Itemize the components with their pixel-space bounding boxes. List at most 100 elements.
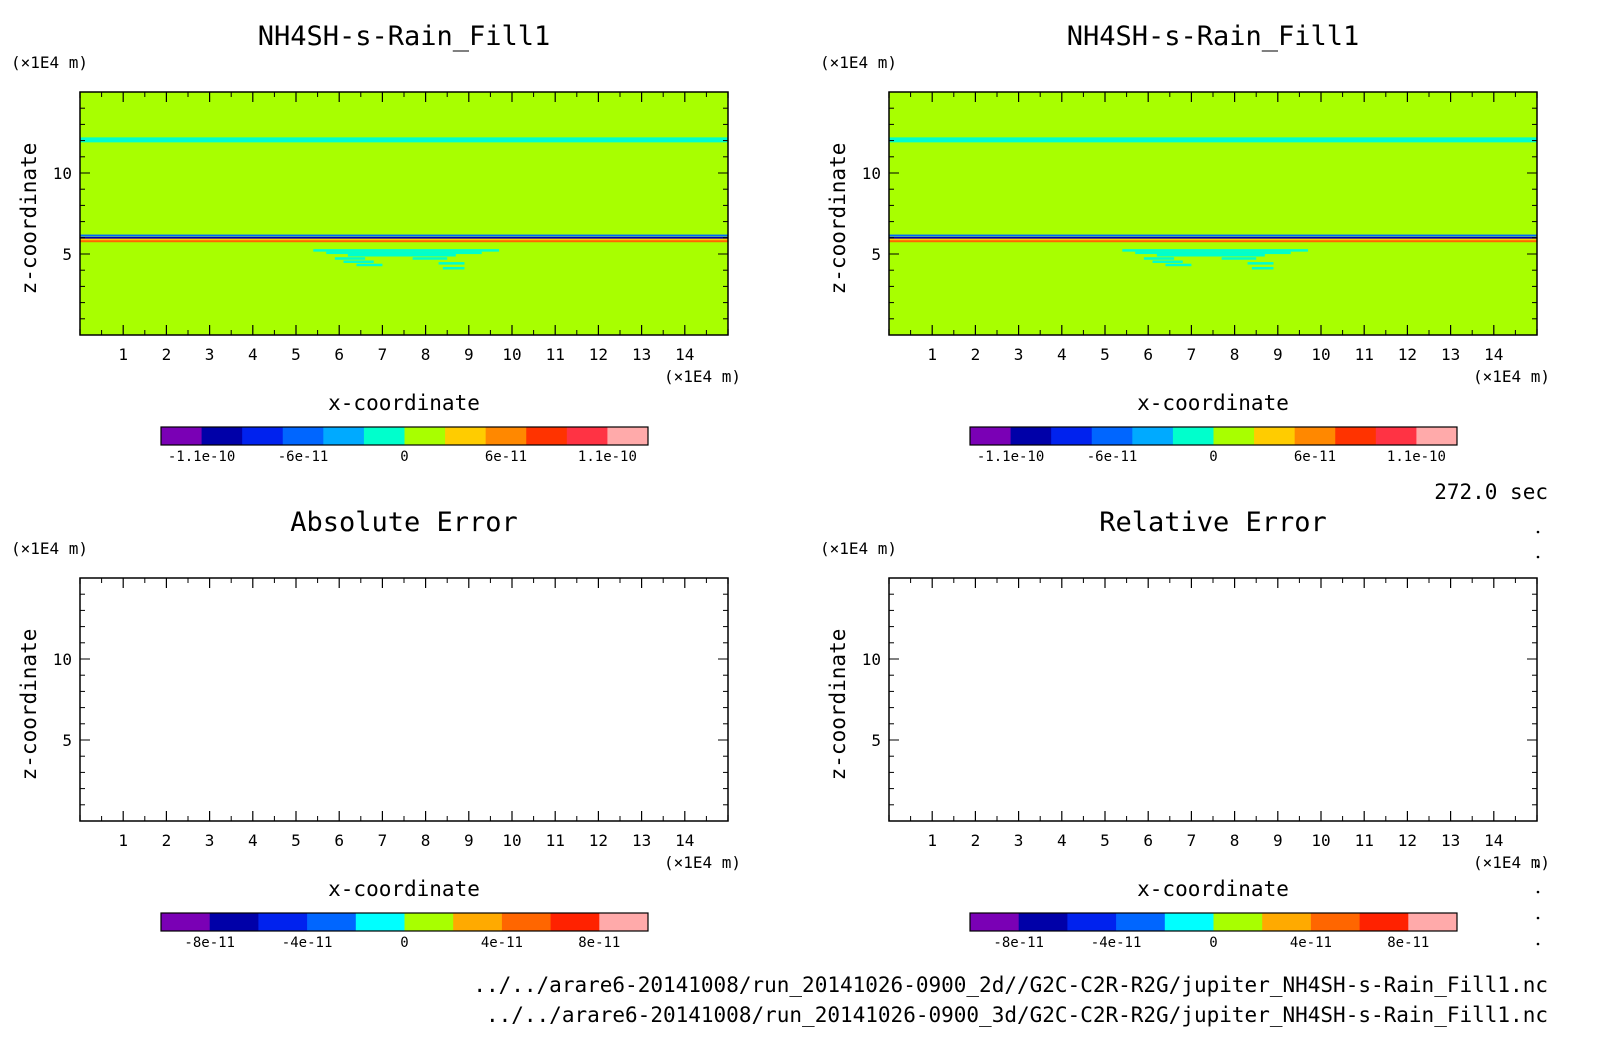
x-tick-label: 9 [464,831,474,850]
colorbar-label: -8e-11 [184,935,235,951]
x-tick-label: 9 [1273,345,1283,364]
x-tick-label: 6 [334,831,344,850]
x-tick-label: 5 [1100,345,1110,364]
y-axis-label: z-coordinate [826,629,850,781]
colorbar-swatch [209,913,259,931]
colorbar-label: -1.1e-10 [977,449,1044,465]
heatmap-band-upper [889,137,1537,143]
colorbar-swatch [1067,913,1117,931]
colorbar-swatch [1294,427,1336,445]
x-tick-label: 10 [502,345,521,364]
heatmap-blob-5 [412,257,448,260]
colorbar-swatch [1132,427,1174,445]
colorbar-swatch [258,913,308,931]
x-axis-label: x-coordinate [1137,877,1289,901]
chart-panel-4: Relative Error(×1E4 m)1 2 3 4 5 6 7 8 9 10 11 12 13 1… [820,507,1550,951]
y-tick-label: 5 [871,245,881,264]
colorbar-swatch [355,913,405,931]
edge-dot [1536,942,1540,946]
edge-dot [1536,864,1540,868]
heatmap-band-orange [889,240,1537,243]
x-tick-label: 9 [1273,831,1283,850]
x-tick-label: 5 [1100,831,1110,850]
x-tick-label: 11 [546,831,565,850]
colorbar-frame [969,912,1458,932]
heatmap-blob-6 [1152,260,1183,263]
colorbar-label: 0 [400,935,408,951]
chart-title: Relative Error [1099,507,1327,538]
heatmap-blob-5 [1221,257,1257,260]
x-tick-label: 4 [248,831,258,850]
heatmap-blob-1 [1122,249,1309,252]
colorbar-swatch [1335,427,1377,445]
y-tick-label: 10 [53,650,72,669]
x-tick-label: 10 [1311,345,1330,364]
x-tick-label: 1 [927,831,937,850]
x-tick-label: 7 [1187,831,1197,850]
heatmap-blob-2 [1135,251,1291,255]
colorbar-label: 0 [1209,935,1217,951]
x-tick-label: 3 [1014,831,1024,850]
y-unit-label: (×1E4 m) [820,539,897,558]
x-tick-label: 1 [118,345,128,364]
colorbar-swatch [526,427,568,445]
y-tick-label: 10 [862,650,881,669]
heatmap-blob-3 [1156,254,1265,257]
edge-dot [1536,555,1540,559]
colorbar-swatch [404,427,446,445]
colorbar-label: 6e-11 [485,449,527,465]
colorbar-swatch [242,427,284,445]
colorbar-label: 0 [400,449,408,465]
x-tick-label: 3 [205,345,215,364]
colorbar-swatch [404,913,454,931]
colorbar-swatch [1310,913,1361,931]
colorbar-swatch [1408,913,1458,931]
x-tick-label: 12 [589,345,608,364]
colorbar-swatch [485,427,527,445]
x-tick-label: 5 [291,831,301,850]
x-tick-label: 6 [1143,345,1153,364]
x-tick-label: 8 [421,345,431,364]
x-tick-label: 6 [334,345,344,364]
y-axis-label: z-coordinate [826,143,850,295]
chart-panel-1: NH4SH-s-Rain_Fill1(×1E4 m)1 2 3 4 5 6 7 8 9 10 11 1… [11,21,741,465]
y-unit-label: (×1E4 m) [11,53,88,72]
x-tick-label: 13 [1441,345,1460,364]
heatmap-field [889,92,1537,335]
y-tick-label: 5 [62,731,72,750]
colorbar-swatch [1262,913,1312,931]
chart-title: NH4SH-s-Rain_Fill1 [1067,21,1360,52]
x-tick-label: 10 [502,831,521,850]
x-tick-label: 14 [1484,345,1503,364]
colorbar-swatch [1213,913,1263,931]
x-tick-label: 14 [675,831,694,850]
x-tick-label: 14 [1484,831,1503,850]
heatmap-band-upper [80,137,728,143]
footer-line-2: ../../arare6-20141008/run_20141026-0900_… [486,1003,1548,1027]
colorbar-label: 4e-11 [1290,935,1332,951]
colorbar-label: -4e-11 [1091,935,1142,951]
heatmap-blob-4 [334,257,366,260]
x-tick-label: 11 [1355,831,1374,850]
x-tick-label: 10 [1311,831,1330,850]
colorbar-label: 6e-11 [1294,449,1336,465]
heatmap-blob-6 [343,260,374,263]
heatmap-band-orange [80,240,728,243]
colorbar-swatch [161,427,203,445]
x-tick-label: 11 [1355,345,1374,364]
heatmap-blob-4 [1143,257,1175,260]
colorbar-swatch [1359,913,1409,931]
x-tick-label: 2 [162,345,172,364]
colorbar-swatch [1254,427,1296,445]
x-axis-label: x-coordinate [1137,391,1289,415]
colorbar-swatch [1051,427,1093,445]
colorbar-swatch [453,913,503,931]
colorbar-swatch [282,427,324,445]
x-tick-label: 2 [971,345,981,364]
heatmap-band-blue [889,234,1537,237]
y-tick-label: 5 [871,731,881,750]
colorbar-frame [160,426,649,446]
colorbar-label: 0 [1209,449,1217,465]
heatmap-band-yellow [80,238,728,241]
x-tick-label: 12 [1398,831,1417,850]
